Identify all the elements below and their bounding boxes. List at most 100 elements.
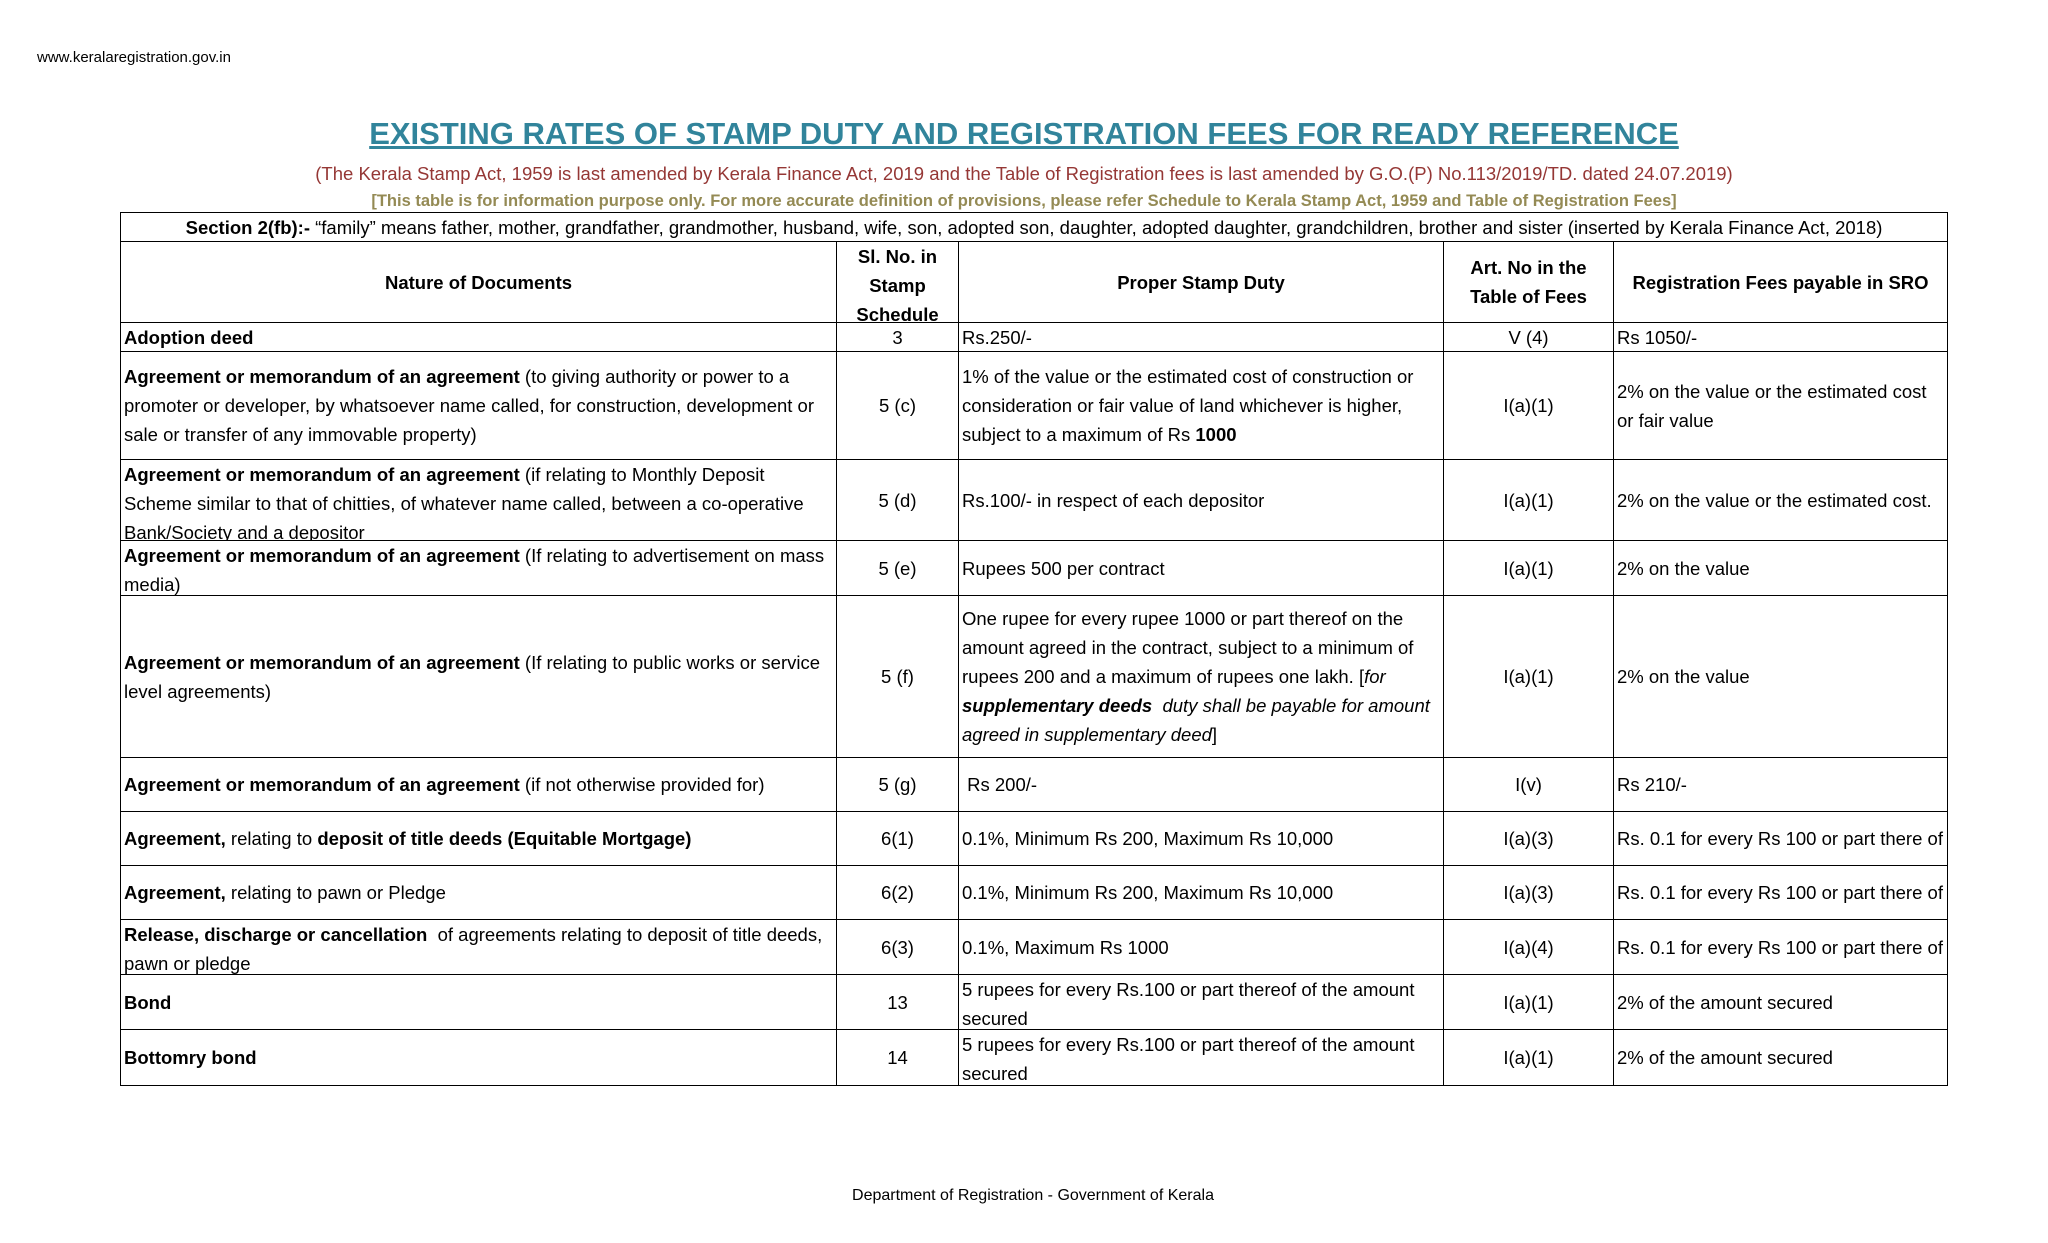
cell-fee: 2% on the value — [1612, 540, 1949, 596]
cell-duty: 0.1%, Minimum Rs 200, Maximum Rs 10,000 — [958, 811, 1444, 866]
cell-text: I(a)(1) — [1503, 557, 1554, 579]
cell-text: I(v) — [1515, 774, 1542, 795]
cell-duty: Rs.250/- — [958, 322, 1444, 352]
text-run: 0.1%, Minimum Rs 200, Maximum Rs 10,000 — [962, 828, 1334, 849]
text-run: 1000 — [1195, 424, 1237, 445]
cell-duty: 0.1%, Minimum Rs 200, Maximum Rs 10,000 — [958, 865, 1444, 920]
text-run: (if not otherwise provided for) — [519, 774, 765, 795]
cell-text: 5 (c) — [879, 395, 916, 416]
text-run: Agreement or memorandum of an agreement — [124, 545, 520, 566]
cell-text: I(a)(1) — [1503, 666, 1554, 687]
cell-fee: Rs. 0.1 for every Rs 100 or part there o… — [1612, 865, 1949, 920]
cell-nature: Agreement, relating to pawn or Pledge — [120, 865, 837, 920]
site-url: www.keralaregistration.gov.in — [37, 49, 231, 66]
cell-duty: Rupees 500 per contract — [958, 540, 1444, 596]
text-run: 0.1%, Minimum Rs 200, Maximum Rs 10,000 — [962, 882, 1334, 903]
cell-box: 5 rupees for every Rs.100 or part thereo… — [962, 1031, 1440, 1085]
text-run: deposit of title deeds (Equitable Mortga… — [317, 828, 692, 849]
cell-text: 2% on the value or the estimated cost. — [1617, 489, 1932, 511]
cell-box: Agreement or memorandum of an agreement … — [124, 362, 833, 449]
cell-fee: Rs. 0.1 for every Rs 100 or part there o… — [1612, 919, 1949, 975]
cell-text: I(a)(1) — [1503, 395, 1554, 416]
text-run: Agreement or memorandum of an agreement — [124, 774, 520, 795]
cell-text: 5 (e) — [878, 557, 917, 579]
text-run: Section 2(fb):- — [185, 217, 310, 238]
cell-art: I(a)(1) — [1443, 974, 1614, 1030]
cell-duty: 1% of the value or the estimated cost of… — [958, 351, 1444, 460]
cell-box: 1% of the value or the estimated cost of… — [962, 362, 1440, 449]
text-run: Rs.100/- in respect of each depositor — [962, 489, 1265, 511]
cell-box: Section 2(fb):- “family” means father, m… — [124, 214, 1944, 241]
text-run: Agreement, — [124, 828, 226, 849]
cell-sl: 5 (f) — [836, 595, 959, 758]
text-run: 5 rupees for every Rs.100 or part thereo… — [962, 979, 1420, 1029]
table-row: Bottomry bond 14 5 rupees for every Rs.100… — [120, 1029, 1949, 1086]
cell-text: 2% on the value — [1617, 666, 1750, 687]
text-run: duty shall be payable for amount agreed … — [962, 695, 1436, 745]
cell-text: I(a)(3) — [1503, 882, 1554, 903]
cell-text: Rs. 0.1 for every Rs 100 or part there o… — [1617, 936, 1943, 958]
header-text: Nature of Documents — [384, 271, 573, 293]
cell-text: 2% on the value — [1617, 557, 1750, 579]
table-row: Bond 13 5 rupees for every Rs.100 or part … — [120, 974, 1949, 1030]
cell-sl: 6(1) — [836, 811, 959, 866]
table-row: Agreement or memorandum of an agreement … — [120, 459, 1949, 541]
text-run: 0.1%, Maximum Rs 1000 — [962, 936, 1169, 958]
table-row: Agreement or memorandum of an agreement … — [120, 757, 1949, 812]
section-row: Section 2(fb):- “family” means father, m… — [119, 212, 1949, 242]
cell-box: 0.1%, Maximum Rs 1000 — [962, 933, 1440, 962]
text-run: relating to pawn or Pledge — [225, 882, 446, 903]
cell-art: V (4) — [1443, 322, 1614, 352]
cell-box: One rupee for every rupee 1000 or part t… — [962, 604, 1440, 749]
cell-text: 6(3) — [881, 936, 914, 958]
cell-sl: 3 — [836, 322, 959, 352]
cell-nature: Agreement or memorandum of an agreement … — [120, 351, 837, 460]
cell-nature: Agreement or memorandum of an agreement … — [120, 757, 837, 812]
cell-nature: Release, discharge or cancellation of ag… — [120, 919, 837, 975]
note: [This table is for information purpose o… — [371, 192, 1677, 210]
cell-text: 2% on the value or the estimated cost or… — [1617, 380, 1927, 431]
column-header: Registration Fees payable in SRO — [1612, 241, 1949, 323]
cell-box: Agreement or memorandum of an agreement … — [124, 770, 833, 799]
cell-sl: 6(3) — [836, 919, 959, 975]
cell-nature: Agreement or memorandum of an agreement … — [120, 540, 837, 596]
text-run: Rs 200/- — [962, 774, 1038, 795]
table-row: Release, discharge or cancellation of ag… — [120, 919, 1949, 975]
cell-box: Agreement, relating to deposit of title … — [124, 824, 833, 853]
cell-sl: 5 (g) — [836, 757, 959, 812]
cell-sl: 5 (e) — [836, 540, 959, 596]
cell-fee: Rs 210/- — [1612, 757, 1949, 812]
cell-fee: 2% of the amount secured — [1612, 1029, 1949, 1086]
text-run: Rupees 500 per contract — [962, 557, 1165, 579]
text-run: Rs.250/- — [962, 327, 1032, 348]
table-row: Agreement or memorandum of an agreement … — [120, 595, 1949, 758]
cell-art: I(a)(1) — [1443, 1029, 1614, 1086]
cell-box: Release, discharge or cancellation of ag… — [124, 921, 833, 974]
cell-text: I(a)(1) — [1503, 489, 1554, 511]
cell-fee: 2% of the amount secured — [1612, 974, 1949, 1030]
cell-art: I(a)(1) — [1443, 351, 1614, 460]
cell-text: 14 — [887, 1047, 908, 1068]
cell-sl: 14 — [836, 1029, 959, 1086]
text-run: Release, discharge or cancellation — [124, 924, 428, 945]
cell-box: Rs 200/- — [962, 770, 1440, 799]
cell-nature: Bond — [120, 974, 837, 1030]
cell-duty: Rs 200/- — [958, 757, 1444, 812]
cell-box: Bond — [124, 988, 833, 1017]
cell-box: Agreement or memorandum of an agreement … — [124, 542, 833, 595]
text-run: relating to — [225, 828, 318, 849]
text-run: One rupee for every rupee 1000 or part t… — [962, 608, 1419, 687]
cell-box: Rs.100/- in respect of each depositor — [962, 486, 1440, 515]
text-run: (to giving authority or power to a promo… — [124, 366, 820, 445]
cell-box: 0.1%, Minimum Rs 200, Maximum Rs 10,000 — [962, 824, 1440, 853]
text-run: of agreements relating to deposit of tit… — [124, 924, 828, 974]
cell-text: Rs. 0.1 for every Rs 100 or part there o… — [1617, 828, 1943, 849]
cell-box: 0.1%, Minimum Rs 200, Maximum Rs 10,000 — [962, 878, 1440, 907]
table-row: Adoption deed 3 Rs.250/- V (4) Rs 1050/- — [120, 322, 1949, 352]
cell-text: I(a)(1) — [1503, 991, 1554, 1013]
footer: Department of Registration - Government … — [852, 1187, 1214, 1204]
cell-art: I(a)(3) — [1443, 865, 1614, 920]
cell-duty: 0.1%, Maximum Rs 1000 — [958, 919, 1444, 975]
cell-box: Rs.250/- — [962, 324, 1440, 351]
